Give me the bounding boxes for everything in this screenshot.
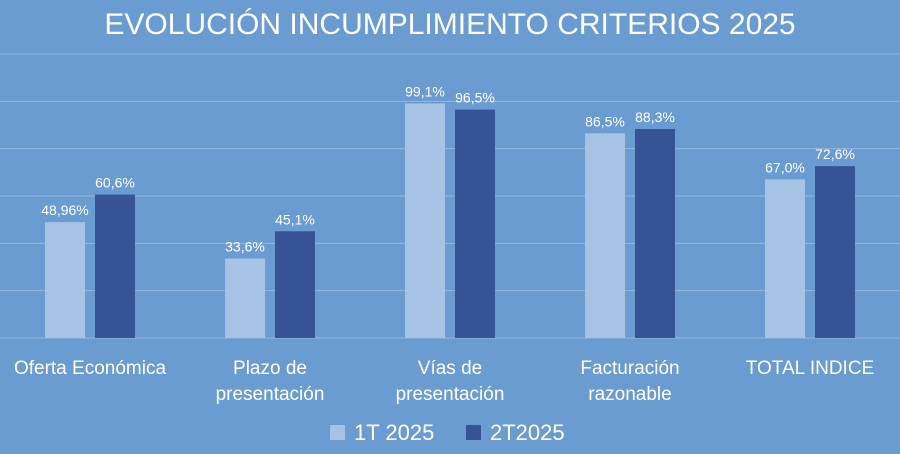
data-labels: 48,96% 60,6% 33,6% 45,1% 99,1% 96,5% 86,5% 88,3… xyxy=(41,83,855,254)
legend: 1T 2025 2T2025 xyxy=(330,420,565,445)
data-label: 45,1% xyxy=(275,211,315,227)
bar xyxy=(95,194,135,338)
chart-title: EVOLUCIÓN INCUMPLIMIENTO CRITERIOS 2025 xyxy=(104,8,795,41)
legend-label: 1T 2025 xyxy=(354,420,434,445)
data-label: 86,5% xyxy=(585,113,625,129)
data-label: 33,6% xyxy=(225,238,265,254)
category-labels: Oferta Económica Plazo de presentación Vías… xyxy=(14,358,874,405)
data-label: 72,6% xyxy=(815,146,855,162)
bar xyxy=(405,103,445,338)
category-label: TOTAL INDICE xyxy=(746,358,874,379)
data-label: 96,5% xyxy=(455,90,495,106)
category-label: Facturación xyxy=(580,358,679,379)
category-label: Oferta Económica xyxy=(14,358,166,379)
bar xyxy=(585,133,625,338)
category-label: presentación xyxy=(396,384,505,405)
bar xyxy=(225,258,265,338)
data-label: 88,3% xyxy=(635,109,675,125)
legend-swatch xyxy=(330,425,345,440)
data-label: 99,1% xyxy=(405,83,445,99)
legend-label: 2T2025 xyxy=(490,420,565,445)
category-label: Plazo de xyxy=(233,358,307,379)
category-label: presentación xyxy=(216,384,325,405)
data-label: 60,6% xyxy=(95,175,135,191)
bar xyxy=(635,129,675,338)
bar xyxy=(455,109,495,338)
bar xyxy=(765,179,805,338)
bar xyxy=(815,166,855,338)
legend-swatch xyxy=(466,425,481,440)
data-label: 67,0% xyxy=(765,159,805,175)
category-label: razonable xyxy=(588,384,671,405)
category-label: Vías de xyxy=(418,358,482,379)
bar xyxy=(275,231,315,338)
data-label: 48,96% xyxy=(41,202,88,218)
gridlines xyxy=(0,53,900,339)
bar xyxy=(45,222,85,338)
bars xyxy=(45,103,855,338)
